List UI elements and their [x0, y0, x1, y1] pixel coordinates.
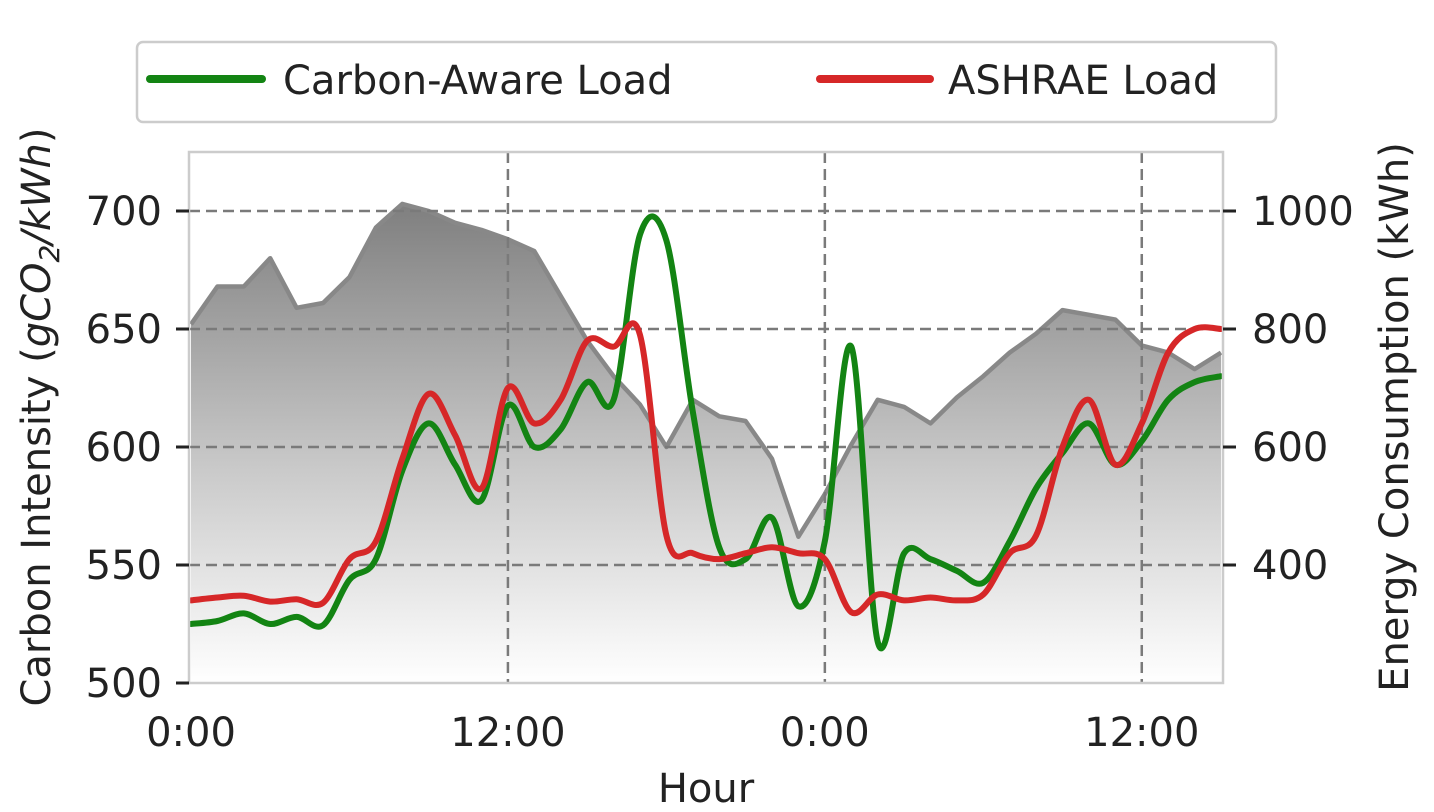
legend-label-ashrae-load: ASHRAE Load — [948, 58, 1218, 104]
series-line-carbon-aware-load — [189, 213, 1223, 652]
x-tick-label: 0:00 — [780, 710, 870, 756]
y-left-tick-label: 500 — [86, 661, 162, 707]
y-left-tick-label: 650 — [86, 307, 162, 353]
y-axis-right: 400 600 800 1000 — [1223, 189, 1354, 589]
y-axis-left: 500 550 600 650 700 — [86, 189, 189, 707]
x-axis-title: Hour — [658, 766, 755, 812]
y-right-tick-label: 1000 — [1252, 189, 1354, 235]
legend-label-carbon-aware-load: Carbon-Aware Load — [283, 58, 672, 104]
series-line-ashrae-load — [189, 320, 1223, 617]
legend-frame — [135, 40, 1278, 124]
y-right-tick-label: 400 — [1252, 543, 1328, 589]
y-left-tick-label: 550 — [86, 543, 162, 589]
x-tick-label: 12:00 — [1084, 710, 1199, 756]
y-axis-right-title: Energy Consumption (kWh) — [1372, 142, 1418, 692]
y-axis-left-title: Carbon Intensity (gCO2/kWh) — [14, 127, 66, 706]
legend: Carbon-Aware Load ASHRAE Load — [135, 40, 1278, 124]
carbon-intensity-line — [189, 201, 1223, 539]
carbon-intensity-area — [191, 203, 1221, 683]
x-tick-label: 0:00 — [146, 710, 236, 756]
y-left-tick-label: 600 — [86, 425, 162, 471]
x-axis: 0:00 12:00 0:00 12:00 — [146, 710, 1199, 756]
y-right-tick-label: 800 — [1252, 307, 1328, 353]
plot-frame — [187, 150, 1225, 685]
x-tick-label: 12:00 — [450, 710, 565, 756]
y-left-tick-label: 700 — [86, 189, 162, 235]
y-right-tick-label: 600 — [1252, 425, 1328, 471]
